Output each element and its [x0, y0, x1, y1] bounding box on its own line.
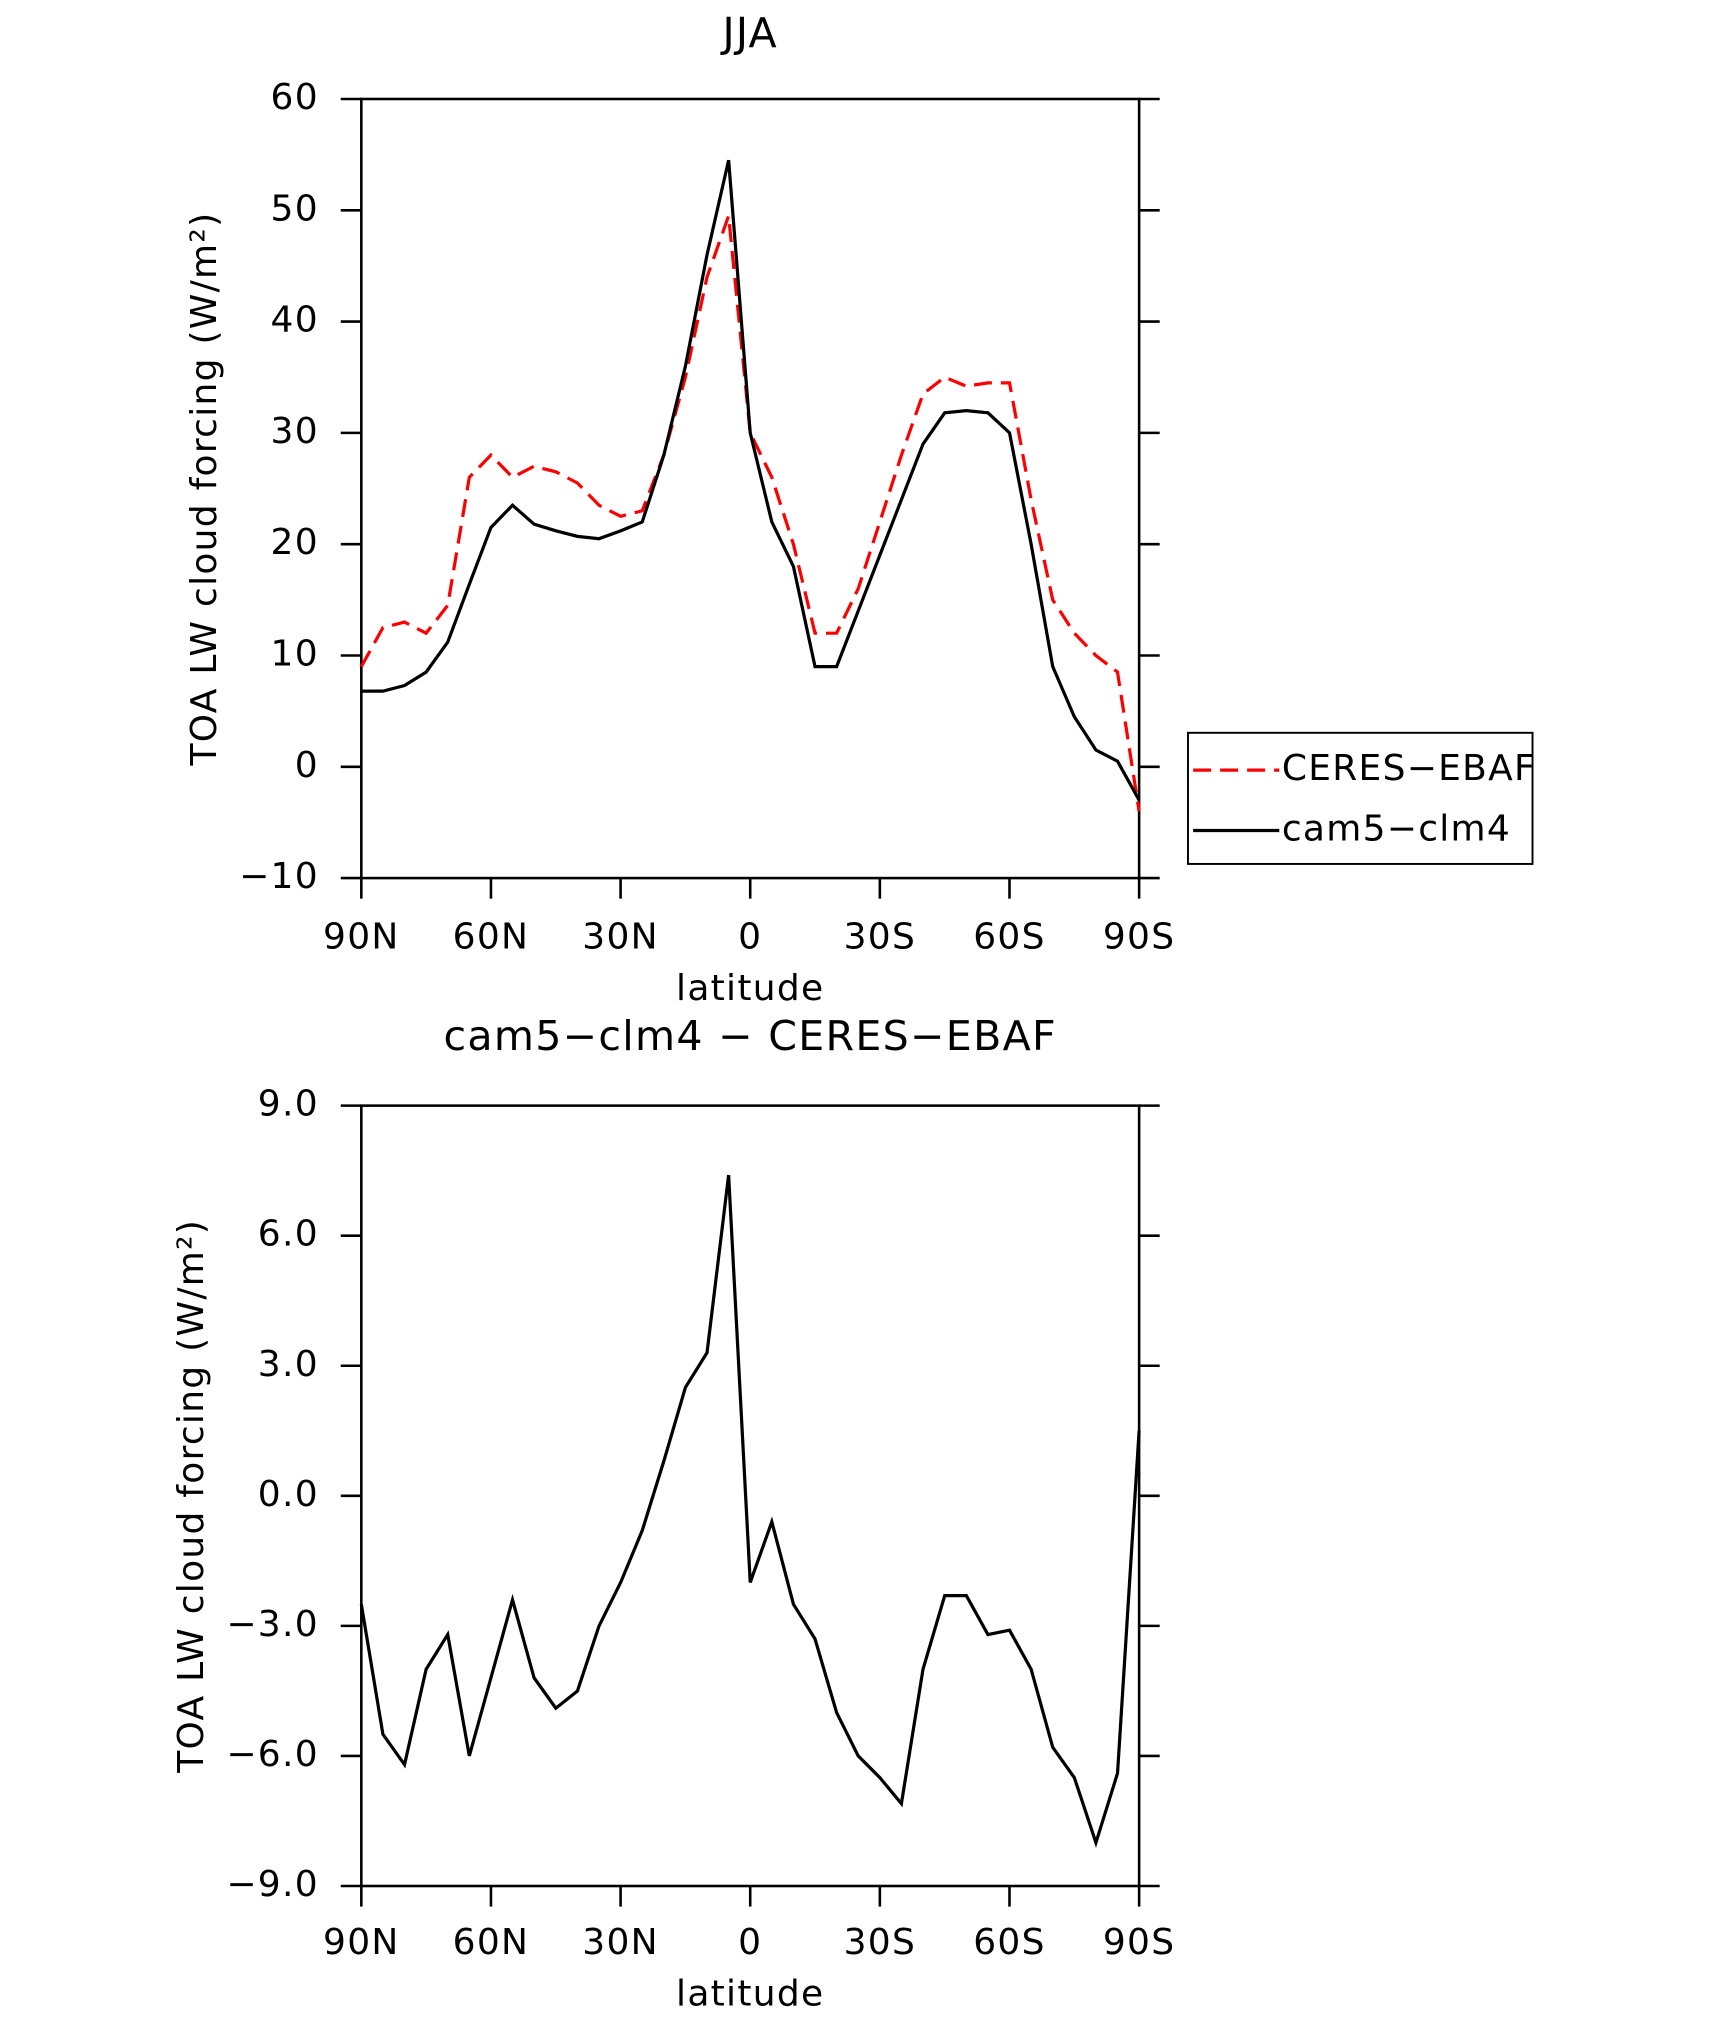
x-tick-label: 90N: [323, 917, 400, 958]
y-tick-label: 50: [271, 188, 319, 229]
chart-title: JJA: [719, 9, 778, 57]
y-tick-label: 9.0: [258, 1084, 319, 1125]
y-axis-label: TOA LW cloud forcing (W/m²): [184, 212, 225, 767]
x-tick-label: 60S: [973, 1922, 1046, 1963]
x-axis-label: latitude: [676, 968, 824, 1009]
y-axis-label: TOA LW cloud forcing (W/m²): [171, 1219, 212, 1774]
y-tick-label: 20: [271, 522, 319, 563]
x-tick-label: 90S: [1103, 917, 1176, 958]
x-tick-label: 0: [738, 917, 762, 958]
y-tick-label: 0: [295, 745, 319, 786]
x-tick-label: 30S: [844, 917, 917, 958]
chart-title: cam5−clm4 − CERES−EBAF: [443, 1012, 1056, 1060]
y-tick-label: −6.0: [226, 1734, 319, 1775]
y-tick-label: 60: [271, 77, 319, 118]
x-tick-label: 60N: [453, 917, 530, 958]
y-tick-label: −9.0: [226, 1864, 319, 1905]
y-tick-label: 30: [271, 411, 319, 452]
plot-frame: [360, 97, 1141, 880]
y-tick-label: 10: [271, 633, 319, 674]
x-tick-label: 90S: [1103, 1922, 1176, 1963]
legend-box: [1187, 731, 1534, 865]
y-tick-label: 40: [271, 300, 319, 341]
x-tick-label: 60N: [453, 1922, 530, 1963]
x-tick-label: 30N: [582, 1922, 659, 1963]
x-tick-label: 0: [738, 1922, 762, 1963]
data-line: [359, 215, 1141, 812]
legend-label: CERES−EBAF: [1282, 748, 1536, 789]
data-line: [359, 1174, 1141, 1848]
x-tick-label: 60S: [973, 917, 1046, 958]
y-tick-label: 6.0: [258, 1214, 319, 1255]
x-tick-label: 30N: [582, 917, 659, 958]
plot-frame: [360, 1104, 1141, 1888]
legend-label: cam5−clm4: [1282, 809, 1511, 850]
x-tick-label: 90N: [323, 1922, 400, 1963]
x-tick-label: 30S: [844, 1922, 917, 1963]
y-tick-label: 0.0: [258, 1474, 319, 1515]
y-tick-label: −10: [239, 856, 319, 897]
data-line: [361, 159, 1141, 801]
y-tick-label: 3.0: [258, 1344, 319, 1385]
y-tick-label: −3.0: [226, 1604, 319, 1645]
x-axis-label: latitude: [676, 1973, 824, 2014]
